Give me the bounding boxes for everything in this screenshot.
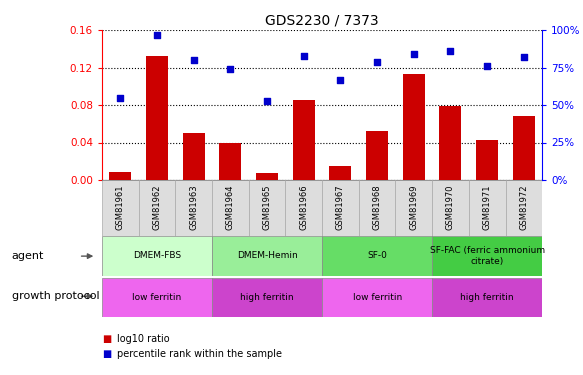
Text: agent: agent [12,251,44,261]
Text: growth protocol: growth protocol [12,291,99,301]
Text: GSM81963: GSM81963 [189,184,198,230]
Text: GSM81961: GSM81961 [116,184,125,230]
Point [446,48,455,54]
Bar [102,236,212,276]
Bar [219,142,241,180]
Text: GSM81962: GSM81962 [153,184,161,230]
Bar [505,180,542,236]
Point [115,94,125,100]
Bar [286,180,322,236]
Bar [359,180,395,236]
Bar [249,180,286,236]
Bar [146,56,168,180]
Bar [102,180,139,236]
Bar [329,166,352,180]
Bar [322,278,432,317]
Text: log10 ratio: log10 ratio [117,334,169,344]
Text: ■: ■ [102,334,111,344]
Text: SF-0: SF-0 [367,251,387,260]
Bar [212,278,322,317]
Text: low ferritin: low ferritin [353,292,402,302]
Text: GSM81968: GSM81968 [373,184,382,230]
Point [262,98,272,104]
Bar [432,278,542,317]
Bar [322,236,432,276]
Bar [403,74,425,180]
Bar [102,278,212,317]
Bar [476,140,498,180]
Bar [440,106,462,180]
Text: GSM81970: GSM81970 [446,184,455,230]
Point [336,76,345,82]
Text: GSM81971: GSM81971 [483,184,491,230]
Bar [513,116,535,180]
Point [226,66,235,72]
Bar [182,133,205,180]
Bar [175,180,212,236]
Text: GSM81964: GSM81964 [226,184,235,230]
Bar [212,236,322,276]
Text: GSM81967: GSM81967 [336,184,345,230]
Bar [432,180,469,236]
Text: GSM81966: GSM81966 [299,184,308,230]
Bar [110,172,131,180]
Point [483,63,492,69]
Bar [395,180,432,236]
Bar [469,180,505,236]
Text: DMEM-FBS: DMEM-FBS [133,251,181,260]
Text: GSM81965: GSM81965 [262,184,272,230]
Text: low ferritin: low ferritin [132,292,182,302]
Point [373,58,382,64]
Bar [366,131,388,180]
Point [409,51,419,57]
Text: DMEM-Hemin: DMEM-Hemin [237,251,297,260]
Text: SF-FAC (ferric ammonium
citrate): SF-FAC (ferric ammonium citrate) [430,246,545,266]
Text: GSM81969: GSM81969 [409,184,419,230]
Point [152,32,161,38]
Bar [256,172,278,180]
Text: ■: ■ [102,350,111,359]
Text: high ferritin: high ferritin [461,292,514,302]
Point [519,54,529,60]
Bar [293,100,315,180]
Text: high ferritin: high ferritin [240,292,294,302]
Text: GSM81972: GSM81972 [519,184,528,230]
Title: GDS2230 / 7373: GDS2230 / 7373 [265,13,379,27]
Bar [139,180,175,236]
Bar [432,236,542,276]
Bar [212,180,249,236]
Point [189,57,198,63]
Point [299,53,308,58]
Bar [322,180,359,236]
Text: percentile rank within the sample: percentile rank within the sample [117,350,282,359]
